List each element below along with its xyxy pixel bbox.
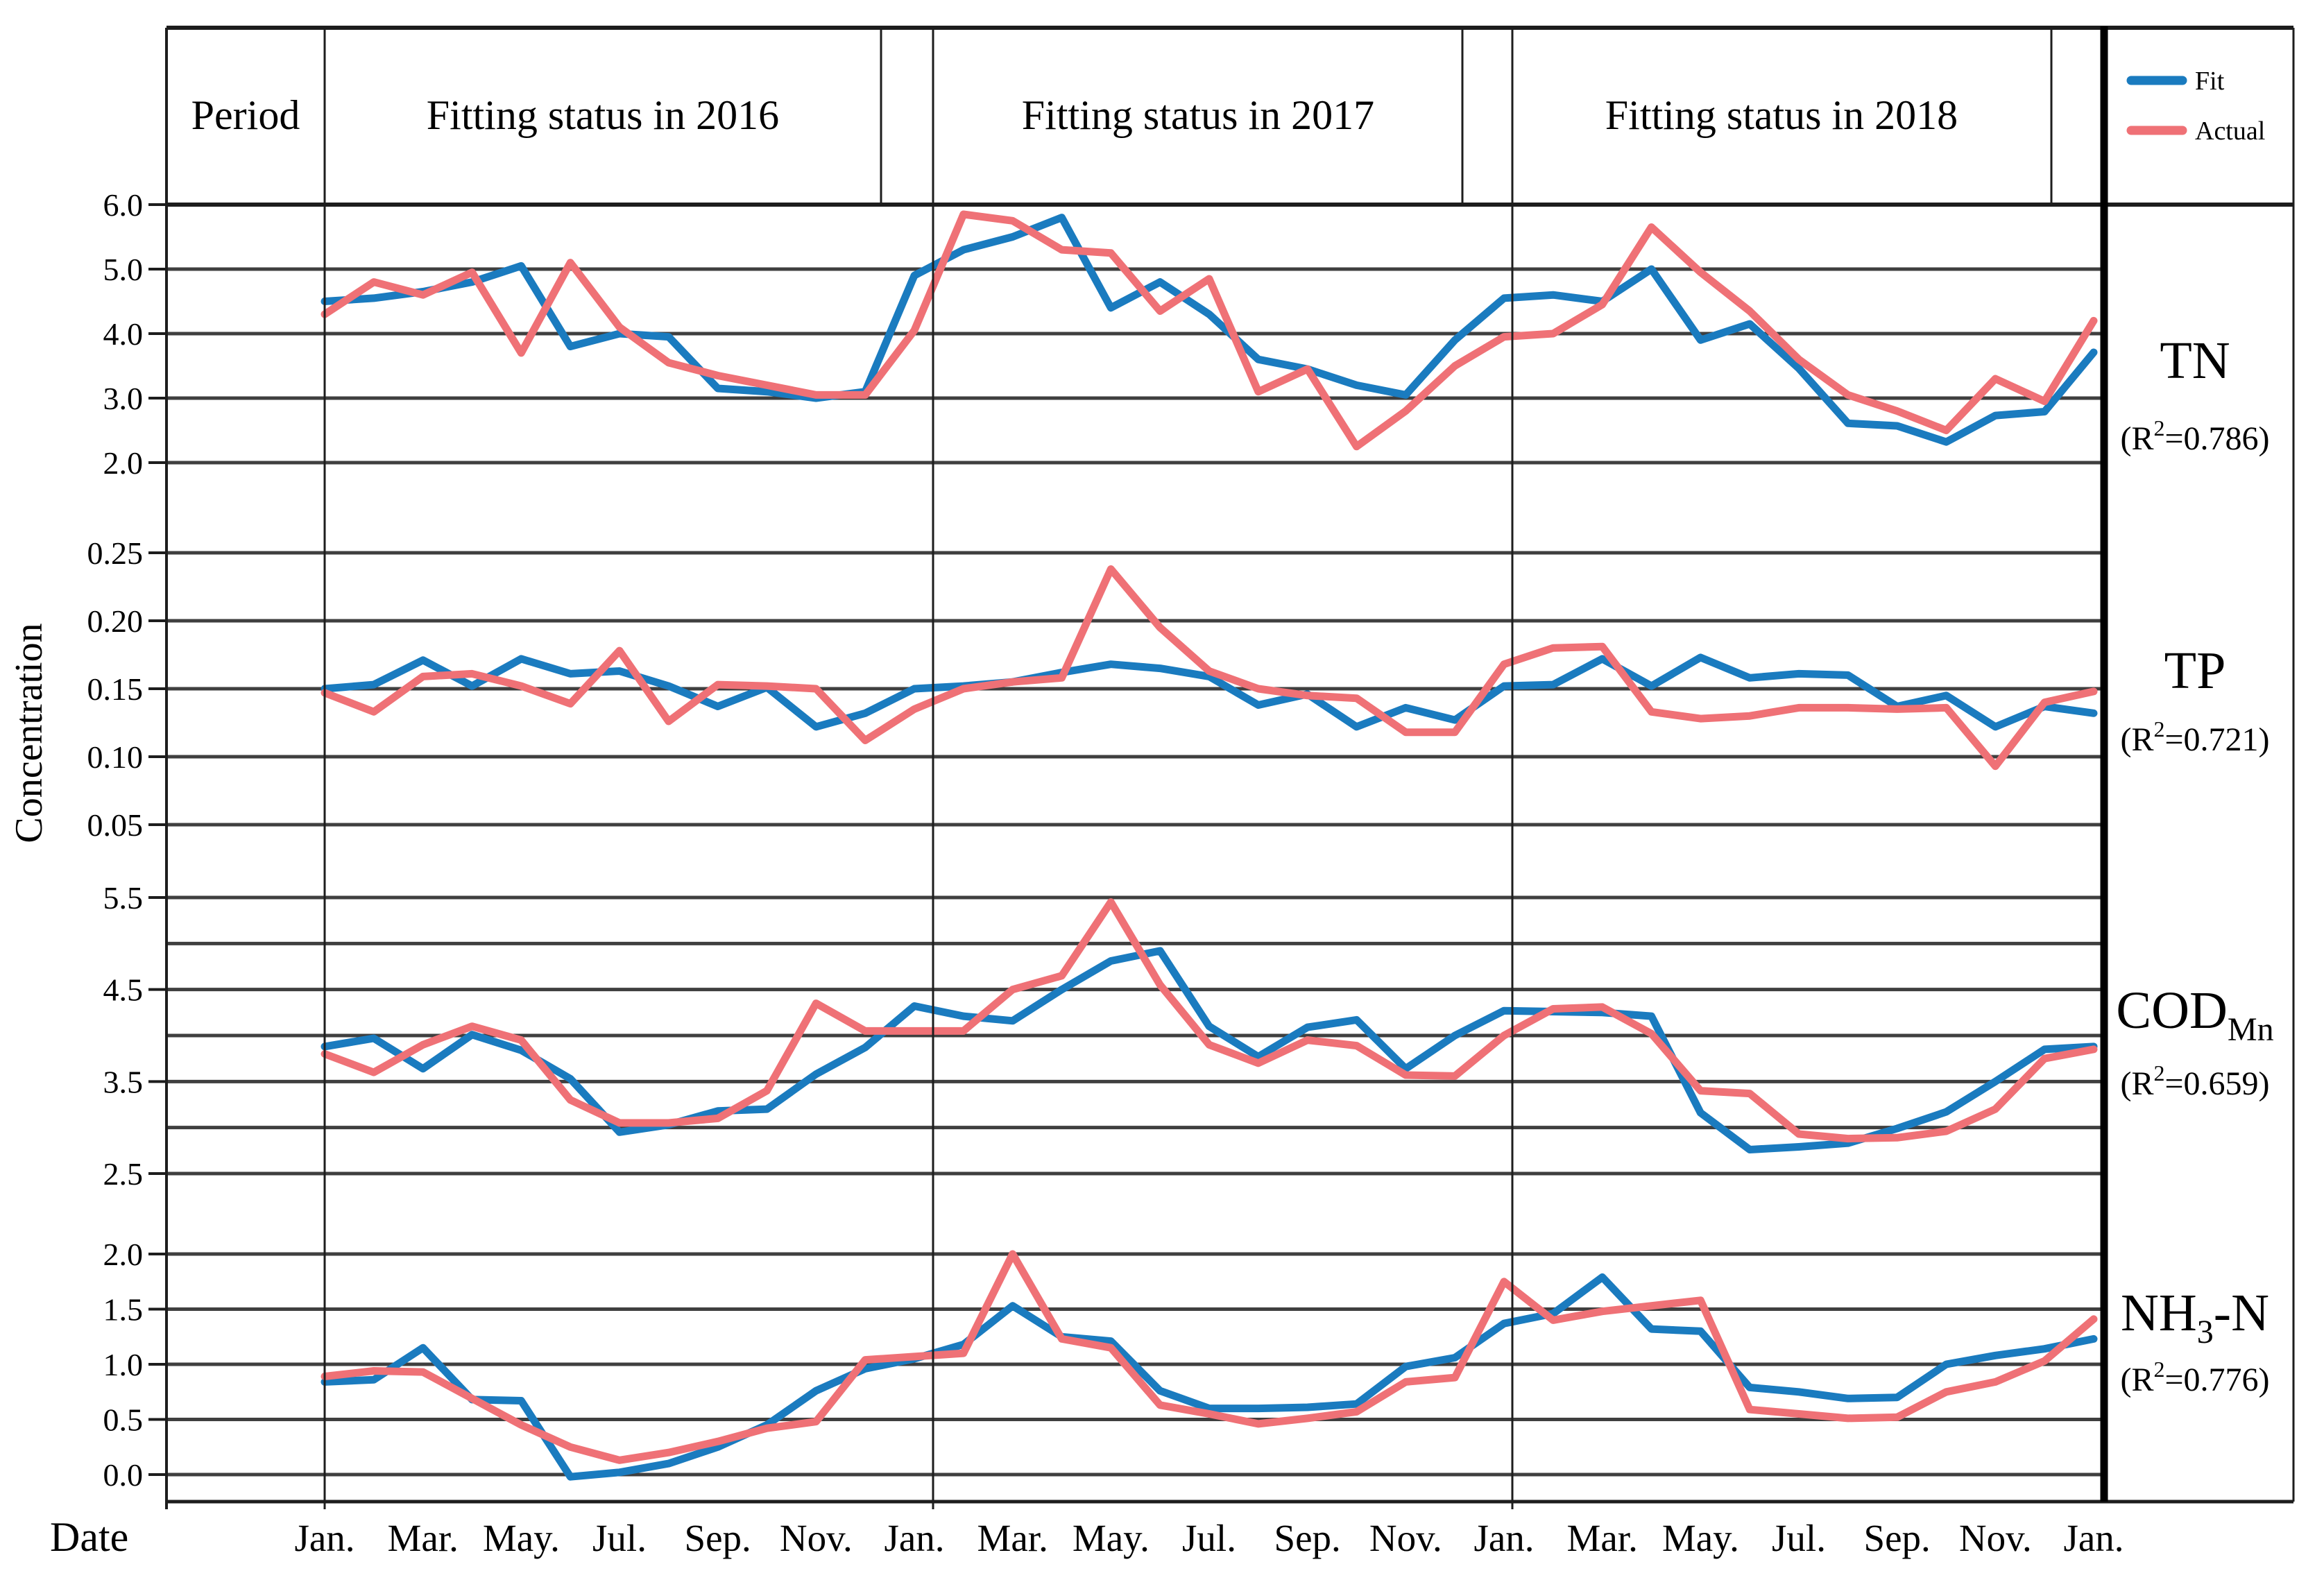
legend-label-actual: Actual (2195, 117, 2265, 146)
y-tick-label-TN-3: 3.0 (103, 381, 144, 416)
legend-label-fit: Fit (2195, 67, 2225, 96)
y-tick-label-NH3N-1: 1.0 (103, 1347, 144, 1382)
panel-r2-NH3N: (R2=0.776) (2120, 1357, 2269, 1398)
x-tick-label-0: Jan. (294, 1517, 354, 1559)
label-part: =0.721) (2164, 721, 2269, 758)
x-tick-label-2: May. (483, 1517, 560, 1559)
series-line-TP-fit (321, 653, 2098, 731)
label-part: 2 (2153, 1357, 2164, 1382)
label-part: 3 (2197, 1314, 2214, 1350)
panel-r2-TP: (R2=0.721) (2120, 716, 2269, 758)
label-part: (R (2120, 721, 2153, 758)
y-tick-label-TP-0.05: 0.05 (87, 807, 144, 843)
x-tick-label-9: Jul. (1182, 1517, 1236, 1559)
y-tick-label-TP-0.15: 0.15 (87, 671, 144, 707)
x-tick-label-18: Jan. (2063, 1517, 2124, 1559)
x-tick-label-3: Jul. (592, 1517, 647, 1559)
x-tick-label-11: Nov. (1369, 1517, 1442, 1559)
y-tick-label-CODMn-2.5: 2.5 (103, 1156, 144, 1192)
label-part: =0.786) (2164, 420, 2269, 457)
year-header-2017: Fitting status in 2017 (1022, 92, 1374, 138)
y-tick-label-NH3N-0: 0.0 (103, 1457, 144, 1493)
series-line-NH3N-fit (321, 1273, 2098, 1481)
x-tick-label-5: Nov. (780, 1517, 853, 1559)
x-tick-label-4: Sep. (685, 1517, 751, 1559)
label-part: 2 (2153, 415, 2164, 440)
panel-label-TP: TP (2164, 642, 2226, 700)
x-tick-label-7: Mar. (977, 1517, 1048, 1559)
x-tick-label-14: May. (1662, 1517, 1739, 1559)
label-part: NH (2121, 1284, 2197, 1342)
panel-label-TN: TN (2160, 332, 2230, 390)
series-line-TN-fit (321, 214, 2098, 446)
y-tick-label-NH3N-1.5: 1.5 (103, 1292, 144, 1328)
y-tick-label-TP-0.25: 0.25 (87, 535, 144, 571)
x-tick-label-1: Mar. (387, 1517, 458, 1559)
x-tick-label-15: Jul. (1772, 1517, 1826, 1559)
x-tick-label-16: Sep. (1864, 1517, 1931, 1559)
x-tick-label-12: Jan. (1473, 1517, 1534, 1559)
label-part: =0.776) (2164, 1362, 2269, 1398)
panel-r2-CODMn: (R2=0.659) (2120, 1061, 2269, 1102)
x-tick-label-17: Nov. (1959, 1517, 2032, 1559)
label-part: 2 (2153, 1061, 2164, 1085)
label-part: -N (2214, 1284, 2269, 1342)
y-tick-label-CODMn-3.5: 3.5 (103, 1064, 144, 1099)
series-line-CODMn-actual (321, 898, 2098, 1143)
y-tick-label-TN-6: 6.0 (103, 187, 144, 223)
label-part: =0.659) (2164, 1065, 2269, 1102)
panel-r2-TN: (R2=0.786) (2120, 415, 2269, 457)
label-part: (R (2120, 1065, 2153, 1102)
x-axis-title: Date (50, 1514, 128, 1560)
x-tick-label-8: May. (1073, 1517, 1150, 1559)
x-tick-label-13: Mar. (1566, 1517, 1637, 1559)
series-line-NH3N-actual (321, 1250, 2098, 1464)
series-line-TP-actual (321, 565, 2098, 771)
y-tick-label-NH3N-0.5: 0.5 (103, 1402, 144, 1438)
y-tick-label-NH3N-2: 2.0 (103, 1237, 144, 1272)
panel-label-NH3N: NH3-N (2121, 1284, 2269, 1350)
y-axis-title: Concentration (8, 623, 51, 843)
x-tick-label-6: Jan. (884, 1517, 944, 1559)
y-tick-label-TN-4: 4.0 (103, 316, 144, 352)
y-tick-label-TP-0.1: 0.10 (87, 739, 144, 775)
year-header-2018: Fitting status in 2018 (1605, 92, 1958, 138)
label-part: Mn (2228, 1011, 2274, 1048)
series-line-CODMn-fit (321, 947, 2098, 1153)
label-part: (R (2120, 1362, 2153, 1398)
label-part: (R (2120, 420, 2153, 457)
period-header: Period (191, 92, 300, 138)
y-tick-label-CODMn-4.5: 4.5 (103, 972, 144, 1008)
y-tick-label-CODMn-5.5: 5.5 (103, 880, 144, 916)
label-part: 2 (2153, 716, 2164, 741)
y-tick-label-TN-2: 2.0 (103, 445, 144, 481)
panel-label-CODMn: CODMn (2116, 981, 2273, 1048)
x-tick-label-10: Sep. (1274, 1517, 1341, 1559)
label-part: COD (2116, 981, 2227, 1040)
series-line-TN-actual (321, 210, 2098, 451)
y-tick-label-TN-5: 5.0 (103, 252, 144, 287)
year-header-2016: Fitting status in 2016 (427, 92, 779, 138)
y-tick-label-TP-0.2: 0.20 (87, 603, 144, 639)
